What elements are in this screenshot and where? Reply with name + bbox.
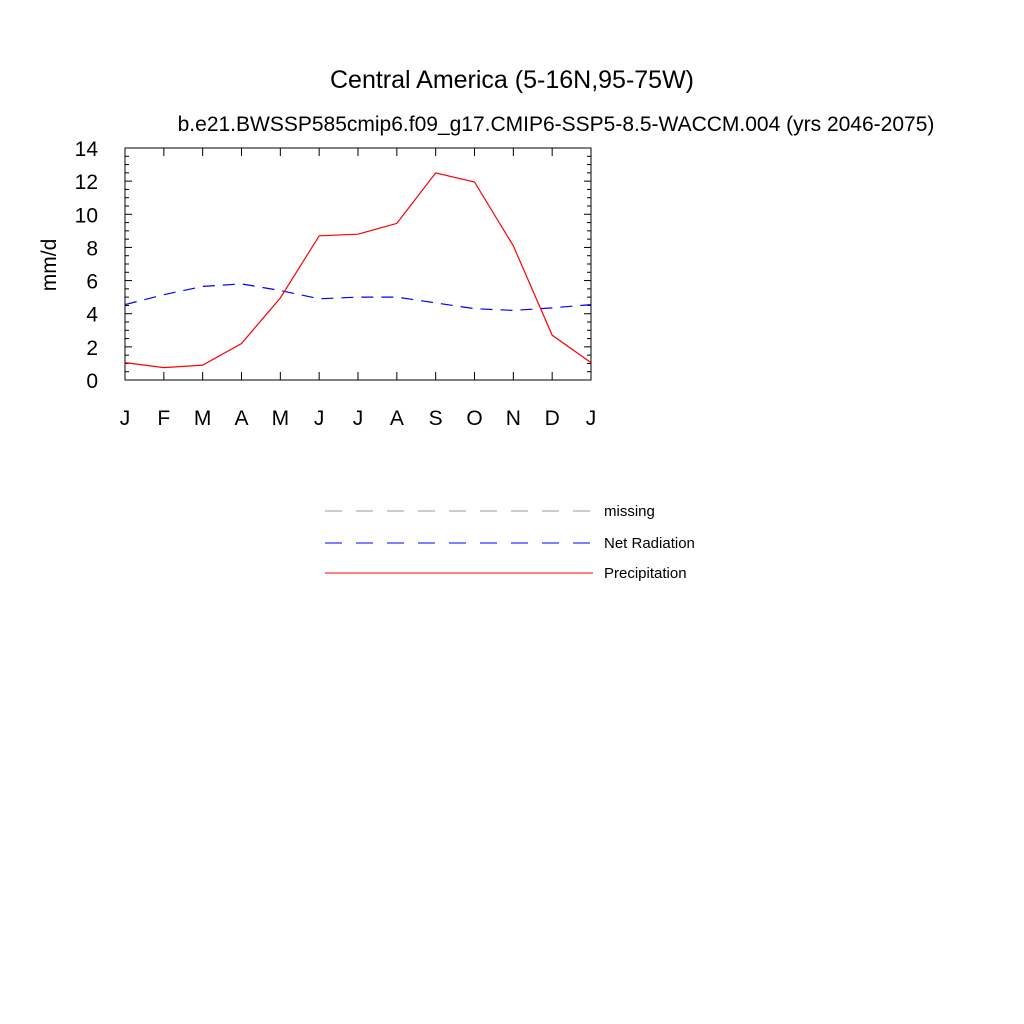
y-tick-label: 0	[86, 370, 98, 393]
x-tick-label: J	[586, 407, 597, 430]
y-axis-label: mm/d	[38, 239, 61, 292]
x-tick-label: J	[314, 407, 325, 430]
legend: missing Net Radiation Precipitation	[325, 503, 695, 582]
x-tick-label: F	[157, 407, 170, 430]
y-tick-label: 14	[75, 138, 99, 161]
series-layer	[124, 172, 592, 369]
x-tick-label: J	[120, 407, 131, 430]
y-tick-label: 2	[86, 337, 98, 360]
chart-title: Central America (5-16N,95-75W)	[330, 66, 694, 94]
legend-label-precipitation: Precipitation	[604, 565, 687, 582]
x-tick-label: M	[194, 407, 212, 430]
x-tick-label: A	[234, 407, 248, 430]
x-tick-label: O	[466, 407, 482, 430]
x-tick-label: J	[353, 407, 364, 430]
legend-label-missing: missing	[604, 503, 655, 520]
precipitation-line	[124, 172, 592, 369]
y-tick-label: 12	[75, 171, 98, 194]
chart-subtitle: b.e21.BWSSP585cmip6.f09_g17.CMIP6-SSP5-8…	[178, 113, 935, 136]
legend-label-net-radiation: Net Radiation	[604, 535, 695, 552]
y-tick-label: 10	[75, 204, 98, 227]
y-tick-label: 6	[86, 271, 98, 294]
x-tick-label: M	[272, 407, 290, 430]
x-tick-label: D	[545, 407, 560, 430]
y-tick-label: 4	[86, 304, 98, 327]
y-tick-label: 8	[86, 237, 98, 260]
x-tick-label: N	[506, 407, 521, 430]
x-tick-label: S	[429, 407, 443, 430]
x-tick-label: A	[390, 407, 404, 430]
